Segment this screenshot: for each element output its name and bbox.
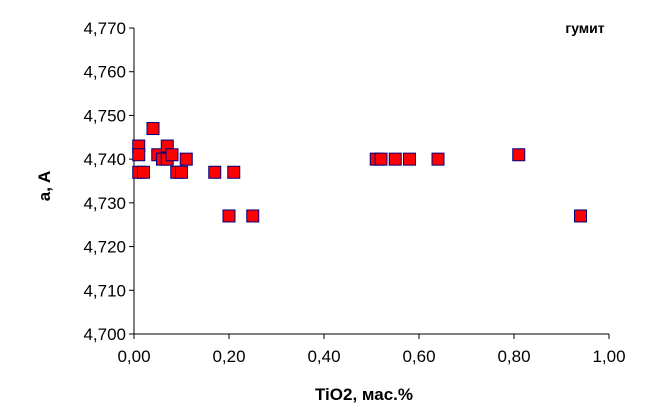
data-point — [374, 152, 388, 166]
y-tick-label: 4,760 — [83, 63, 126, 82]
y-tick-label: 4,720 — [83, 238, 126, 257]
data-point — [403, 152, 416, 166]
data-point — [227, 165, 241, 179]
y-axis-title: a, A — [35, 171, 54, 202]
y-tick-label: 4,730 — [83, 194, 126, 213]
data-point — [132, 148, 146, 162]
data-point — [137, 165, 150, 179]
data-point — [146, 122, 160, 136]
data-point — [165, 148, 179, 162]
data-point — [222, 209, 236, 223]
x-axis-ticks: 0,00 0,20 0,40 0,60 0,80 1,00 — [117, 334, 626, 366]
y-axis-ticks: 4,700 4,710 4,720 4,730 4,740 4,750 4,760 4,770 — [83, 19, 134, 344]
y-tick-label: 4,710 — [83, 281, 126, 300]
data-point — [431, 152, 445, 166]
data-point — [246, 209, 260, 223]
y-tick-label: 4,700 — [83, 325, 126, 344]
x-tick-label: 0,60 — [402, 347, 435, 366]
data-points — [132, 122, 587, 223]
x-tick-label: 1,00 — [592, 347, 625, 366]
plot-area: 4,700 4,710 4,720 4,730 4,740 4,750 4,760 4,770… — [83, 19, 625, 366]
y-tick-label: 4,770 — [83, 19, 126, 38]
x-tick-label: 0,40 — [307, 347, 340, 366]
y-tick-label: 4,750 — [83, 106, 126, 125]
y-tick-label: 4,740 — [83, 150, 126, 169]
data-point — [388, 152, 402, 166]
x-axis-title: TiO2, мас.% — [315, 385, 413, 404]
x-tick-label: 0,20 — [212, 347, 245, 366]
x-tick-label: 0,80 — [497, 347, 530, 366]
data-point — [175, 165, 188, 179]
data-point — [179, 152, 193, 166]
x-tick-label: 0,00 — [117, 347, 150, 366]
legend-series-label: гумит — [565, 20, 604, 36]
data-point — [512, 148, 526, 162]
data-point — [574, 209, 587, 223]
data-point — [208, 165, 222, 179]
